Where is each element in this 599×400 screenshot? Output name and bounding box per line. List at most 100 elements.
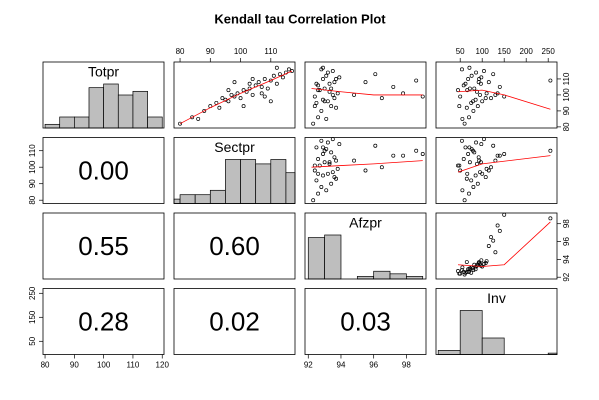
scatter-point — [456, 88, 460, 93]
scatter-point — [493, 250, 498, 255]
scatter-point — [268, 99, 273, 104]
scatter-point — [478, 263, 483, 268]
scatter-point — [324, 73, 329, 78]
scatter-point — [484, 166, 489, 171]
hist-bar — [179, 194, 196, 204]
scatter-point — [420, 94, 425, 99]
scatter-point — [401, 153, 406, 158]
chart-title: Kendall tau Correlation Plot — [214, 11, 386, 26]
scatter-point — [460, 265, 465, 270]
scatter-point — [325, 99, 330, 104]
y-tick-label: 150 — [28, 310, 37, 324]
hist-bar — [389, 273, 407, 280]
x-tick-label: 110 — [127, 361, 140, 370]
hist-bar — [255, 163, 272, 204]
scatter-point — [379, 96, 384, 101]
scatter-point — [471, 99, 475, 104]
y-tick-label: 80 — [562, 122, 571, 131]
hist-bar — [173, 198, 181, 204]
x-tick-label: 110 — [264, 47, 277, 56]
scatter-point — [329, 86, 334, 91]
scatter-point — [311, 121, 316, 126]
scatter-point — [290, 68, 294, 73]
scatter-point — [352, 92, 357, 97]
scatter-point — [467, 191, 471, 196]
scatter-point — [489, 96, 493, 101]
hist-bar — [240, 159, 257, 204]
scatter-point — [190, 115, 195, 120]
scatter-point — [462, 121, 467, 126]
scatter-point — [317, 163, 322, 168]
scatter-point — [472, 86, 477, 91]
scatter-point — [335, 91, 340, 96]
scatter-point — [322, 148, 327, 153]
scatter-point — [274, 81, 279, 86]
scatter-point — [460, 67, 464, 72]
hist-bar — [437, 350, 461, 355]
scatter-point — [467, 145, 472, 150]
scatter-point — [480, 99, 485, 104]
scatter-point — [469, 178, 474, 183]
x-tick-label: 94 — [337, 361, 346, 370]
scatter-point — [316, 156, 321, 161]
hist-bar — [59, 116, 75, 129]
scatter-point — [471, 148, 475, 153]
scatter-point — [262, 94, 267, 99]
scatter-point — [373, 72, 378, 77]
scatter-point — [319, 108, 324, 113]
scatter-point — [324, 116, 329, 121]
scatter-point — [457, 104, 462, 109]
scatter-point — [469, 270, 474, 275]
scatter-point — [497, 228, 502, 233]
scatter-point — [477, 260, 482, 265]
x-tick-label: 250 — [542, 47, 556, 56]
scatter-point — [486, 80, 491, 85]
scatter-point — [330, 170, 335, 175]
scatter-point — [486, 244, 491, 248]
scatter-point — [238, 96, 243, 101]
scatter-point — [321, 173, 325, 178]
panel-frame — [42, 212, 165, 280]
scatter-point — [317, 88, 322, 93]
scatter-point — [467, 160, 472, 165]
hist-bar — [373, 270, 391, 280]
x-tick-label: 100 — [476, 47, 490, 56]
scatter-point — [548, 148, 553, 153]
hist-bar — [194, 194, 211, 204]
scatter-point — [466, 152, 471, 156]
scatter-point — [337, 75, 342, 80]
scatter-point — [352, 158, 357, 163]
hist-bar — [209, 189, 226, 204]
scatter-point — [464, 260, 469, 265]
scatter-point — [467, 267, 472, 272]
scatter-point — [458, 94, 463, 99]
scatter-point — [202, 108, 207, 113]
scatter-point — [265, 86, 270, 91]
variable-label: Inv — [487, 290, 506, 306]
y-tick-label: 96 — [562, 237, 571, 246]
scatter-point — [321, 76, 325, 81]
scatter-point — [473, 173, 478, 178]
scatter-point — [456, 163, 460, 168]
scatter-point — [483, 96, 488, 101]
x-tick-label: 100 — [234, 47, 248, 56]
scatter-point — [379, 165, 384, 170]
scatter-point — [259, 91, 264, 96]
scatter-point — [324, 188, 329, 193]
smooth-line — [457, 221, 551, 267]
variable-label: Totpr — [88, 64, 119, 80]
scatter-point — [332, 96, 337, 101]
scatter-point — [548, 78, 553, 83]
scatter-point — [262, 76, 267, 81]
scatter-point — [548, 216, 553, 221]
scatter-point — [491, 72, 496, 77]
scatter-point — [491, 238, 496, 243]
scatter-point — [471, 268, 476, 273]
smooth-line — [457, 155, 551, 173]
scatter-point — [332, 175, 337, 180]
scatter-point — [478, 92, 482, 97]
scatter-point — [495, 153, 500, 158]
scatter-point — [464, 105, 469, 110]
hist-bar — [481, 337, 505, 355]
x-tick-label: 96 — [369, 361, 378, 370]
